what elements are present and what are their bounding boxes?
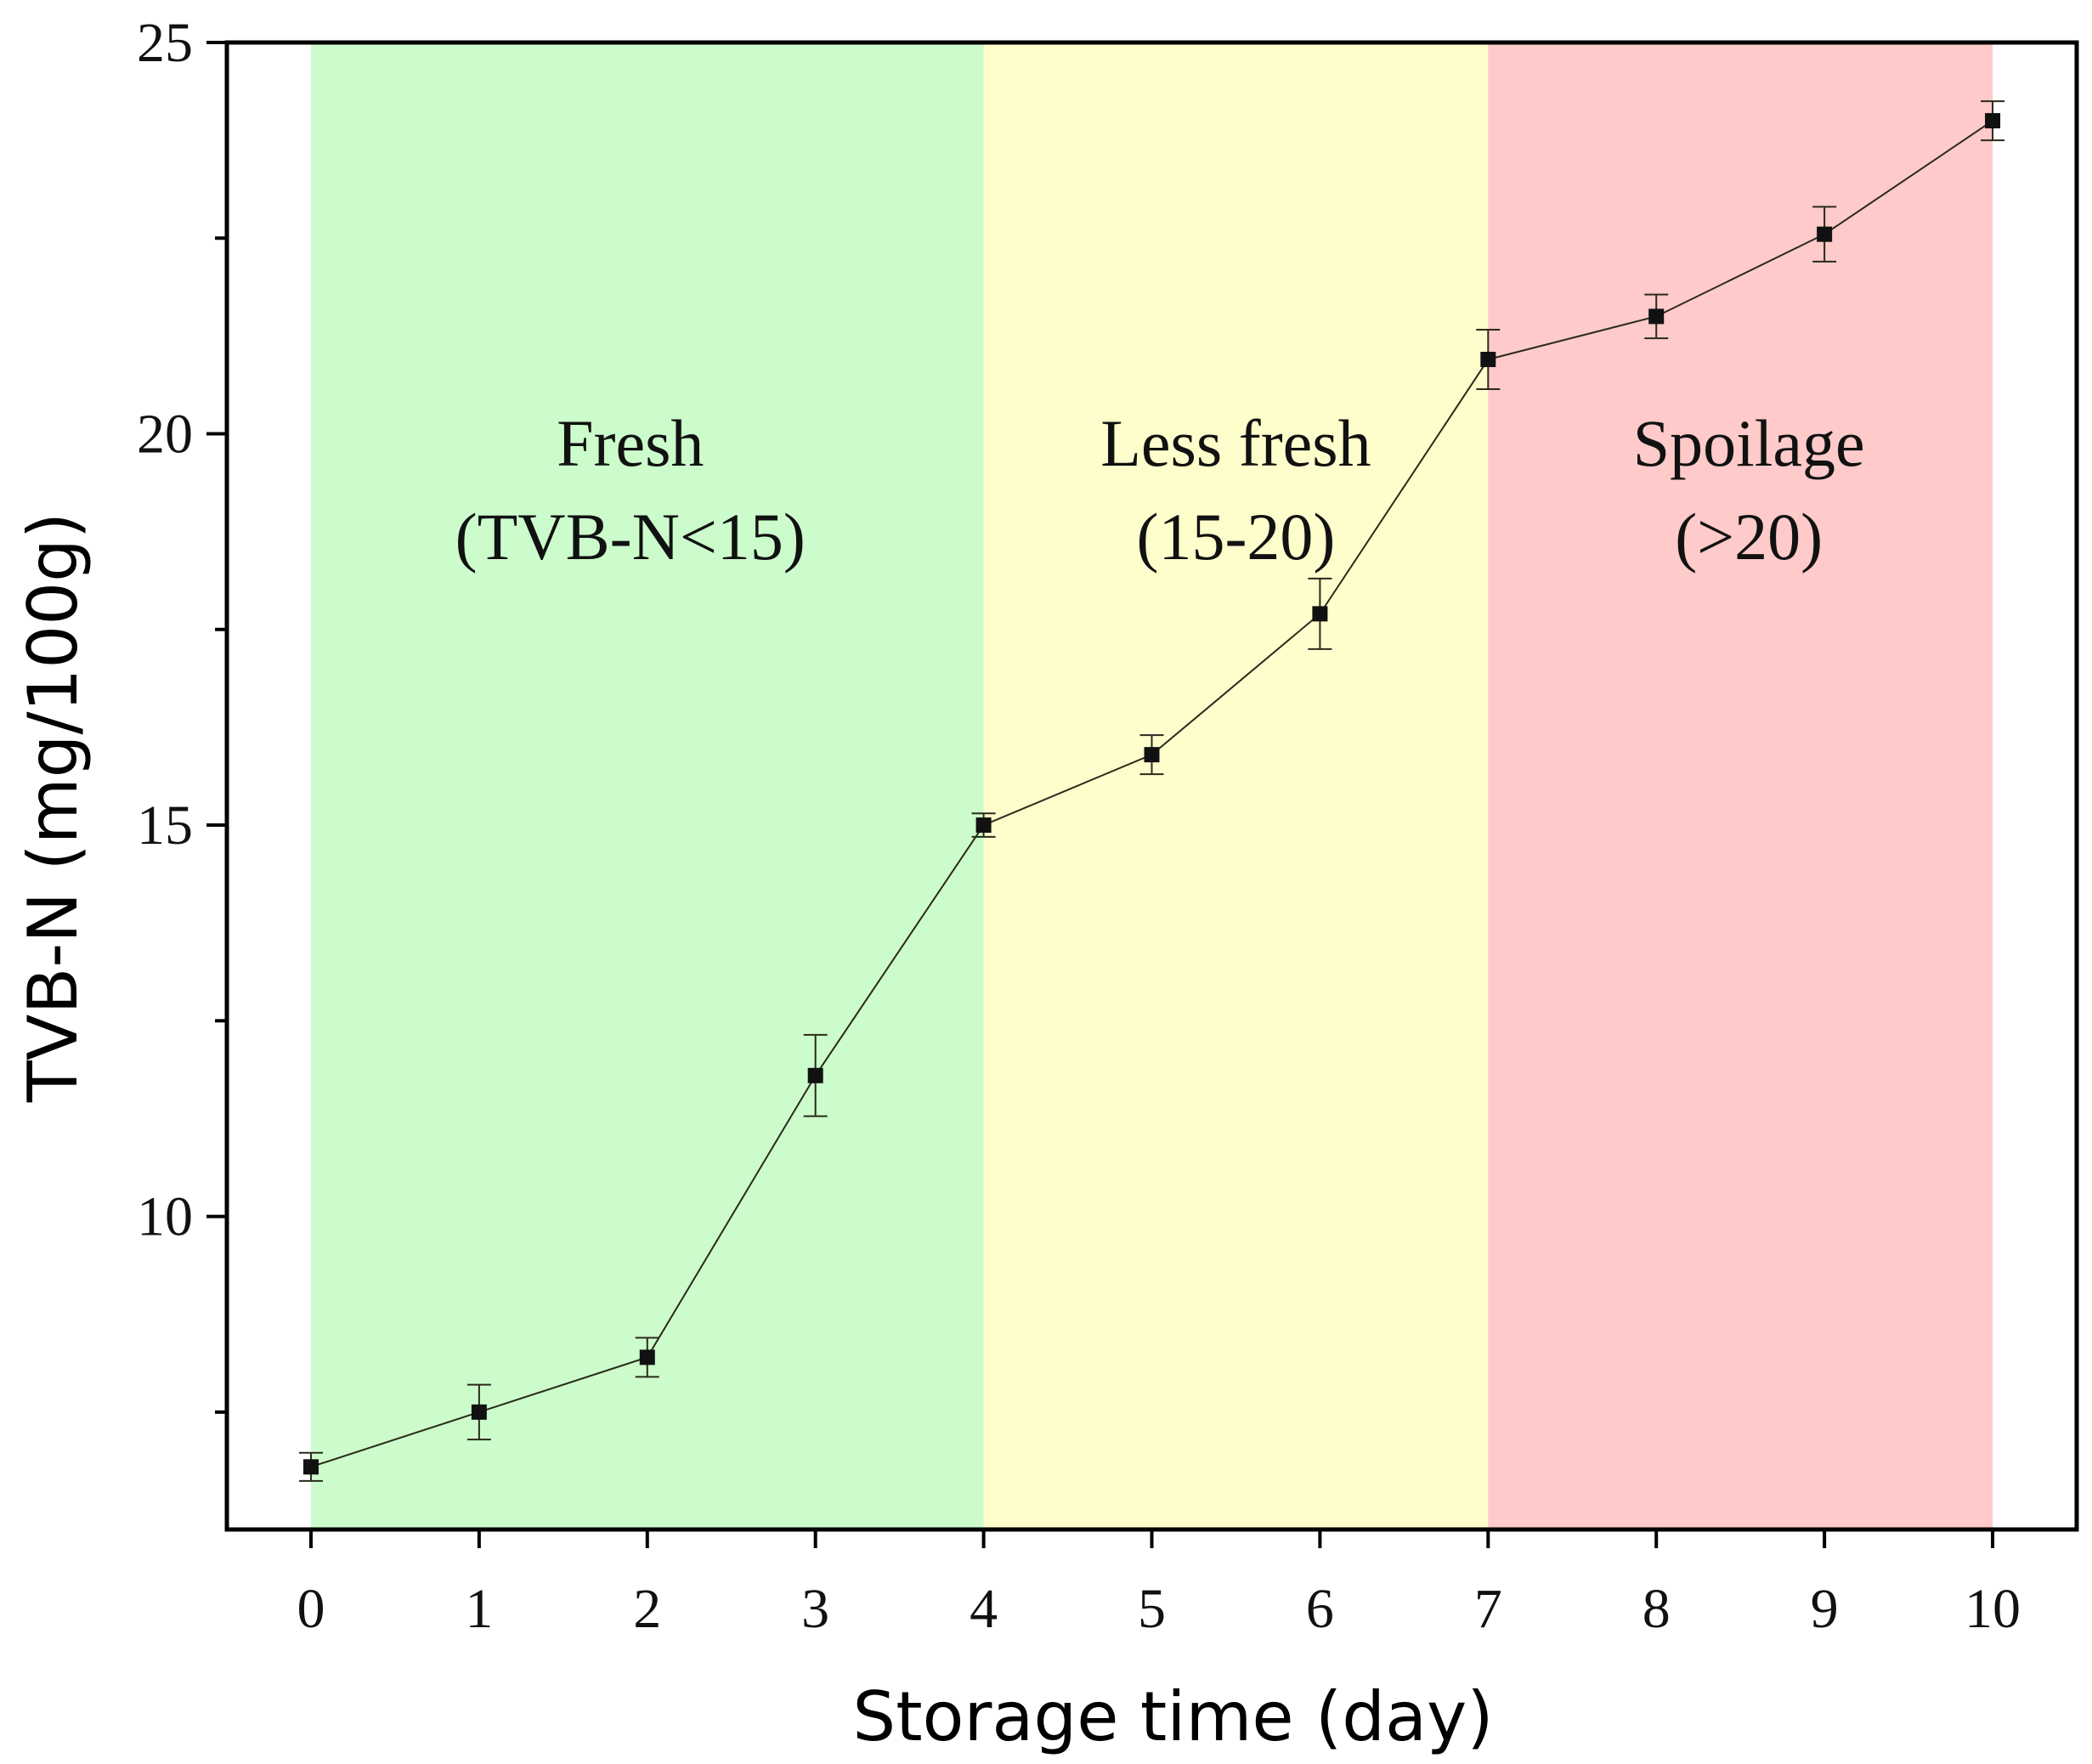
x-tick-label: 1 <box>465 1578 493 1640</box>
y-tick-label: 10 <box>137 1186 193 1248</box>
x-tick-label: 2 <box>633 1578 661 1640</box>
x-tick-label: 0 <box>297 1578 325 1640</box>
y-tick-label: 15 <box>137 794 193 857</box>
region-band <box>1488 42 1993 1529</box>
x-tick-label: 5 <box>1138 1578 1166 1640</box>
y-tick-label: 20 <box>137 404 193 466</box>
data-point <box>975 817 992 834</box>
data-point <box>302 1459 319 1475</box>
x-tick-label: 6 <box>1306 1578 1334 1640</box>
region-label-range: (>20) <box>1675 500 1823 574</box>
y-tick-label: 25 <box>137 12 193 74</box>
region-label-title: Less fresh <box>1100 406 1371 480</box>
data-point <box>1648 308 1665 325</box>
x-tick-label: 8 <box>1643 1578 1671 1640</box>
data-point <box>1480 352 1496 368</box>
data-series <box>298 100 2005 1482</box>
region-label-title: Spoilage <box>1633 406 1865 480</box>
data-point <box>1985 113 2001 129</box>
x-tick-label: 4 <box>970 1578 998 1640</box>
data-point <box>471 1404 487 1420</box>
region-label-range: (15-20) <box>1136 500 1335 574</box>
region-band <box>310 42 984 1529</box>
freshness-regions <box>310 42 1993 1529</box>
region-label-range: (TVB-N<15) <box>455 500 806 574</box>
x-tick-label: 10 <box>1965 1578 2021 1640</box>
y-axis-title: TVB-N (mg/100g) <box>14 512 93 1103</box>
data-point <box>1312 606 1328 622</box>
x-axis-title: Storage time (day) <box>852 1677 1493 1756</box>
x-axis: 0 1 2 3 4 5 6 7 8 9 10 <box>297 1529 2021 1640</box>
region-labels: Fresh (TVB-N<15) Less fresh (15-20) Spoilage… <box>455 406 1865 574</box>
region-label-title: Fresh <box>557 406 704 480</box>
data-point <box>1817 226 1833 242</box>
x-tick-label: 7 <box>1474 1578 1502 1640</box>
data-point <box>1144 747 1160 763</box>
data-point <box>639 1349 655 1365</box>
x-tick-label: 3 <box>801 1578 829 1640</box>
y-axis: 10 15 20 25 <box>137 12 227 1414</box>
region-band <box>983 42 1489 1529</box>
x-tick-label: 9 <box>1811 1578 1839 1640</box>
data-point <box>807 1067 823 1083</box>
